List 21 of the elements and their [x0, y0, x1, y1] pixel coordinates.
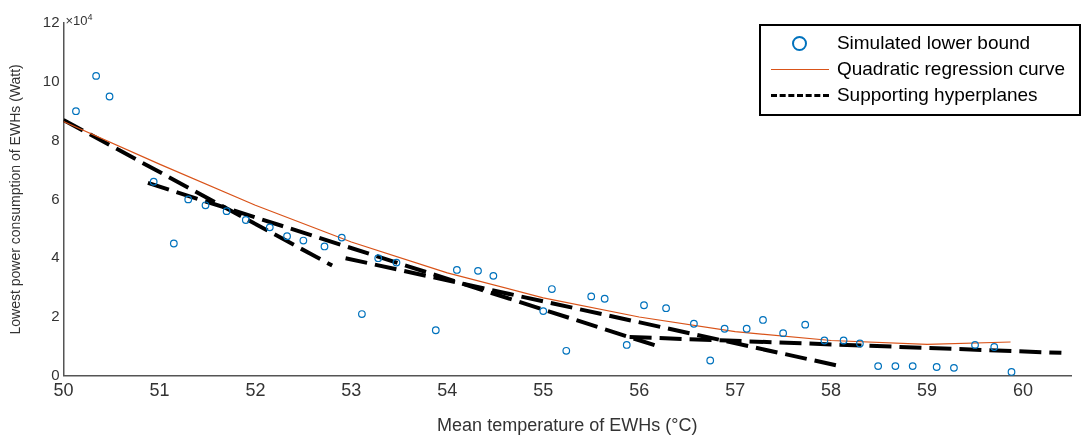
x-tick-label: 58 [821, 379, 842, 400]
x-tick-label: 52 [245, 379, 266, 400]
x-tick-label: 57 [725, 379, 746, 400]
legend-label: Simulated lower bound [836, 31, 1031, 55]
x-tick-label: 59 [917, 379, 938, 400]
y-tick-label: 6 [51, 189, 60, 207]
y-tick-label: 2 [51, 307, 60, 325]
y-tick-label: 10 [42, 71, 60, 89]
x-tick-label: 55 [533, 379, 554, 400]
x-tick-label: 51 [149, 379, 170, 400]
y-tick-label: 4 [51, 248, 60, 266]
legend-label: Quadratic regression curve [836, 57, 1065, 81]
legend-label: Supporting hyperplanes [836, 83, 1038, 107]
x-tick-label: 54 [437, 379, 458, 400]
x-tick-label: 60 [1013, 379, 1034, 400]
x-axis-title: Mean temperature of EWHs (°C) [437, 415, 698, 436]
x-tick-label: 53 [341, 379, 362, 400]
x-tick-label: 56 [629, 379, 650, 400]
y-axis-title: Lowest power consumption of EWHs (Watt) [7, 64, 24, 335]
y-tick-label: 12 [42, 13, 60, 31]
y-tick-label: 8 [51, 130, 60, 148]
